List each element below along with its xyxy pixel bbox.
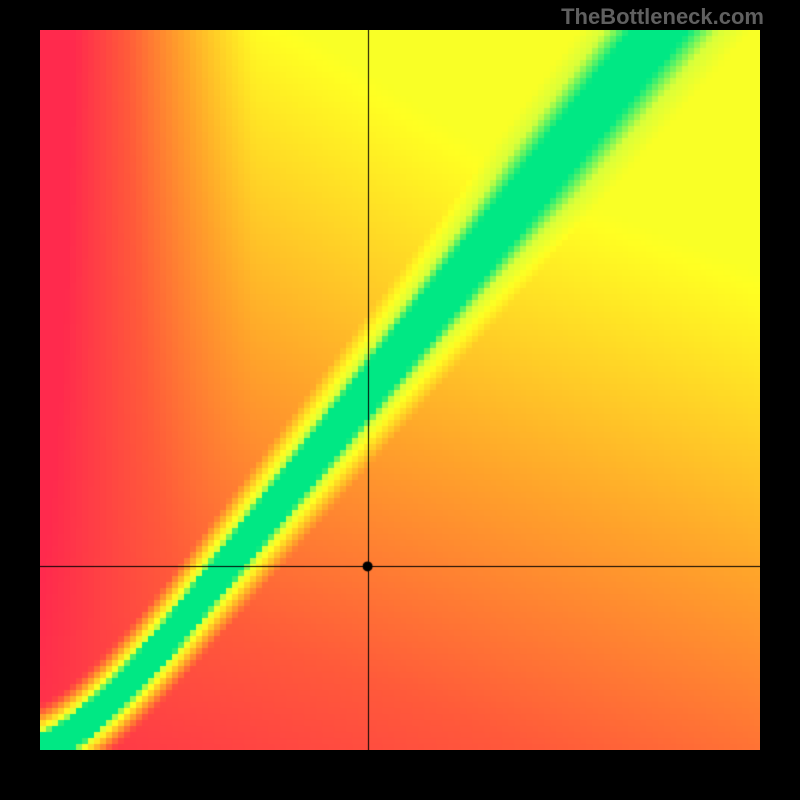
- chart-root: TheBottleneck.com: [0, 0, 800, 800]
- heatmap-canvas: [40, 30, 760, 750]
- watermark-text: TheBottleneck.com: [561, 4, 764, 30]
- plot-area: [40, 30, 760, 750]
